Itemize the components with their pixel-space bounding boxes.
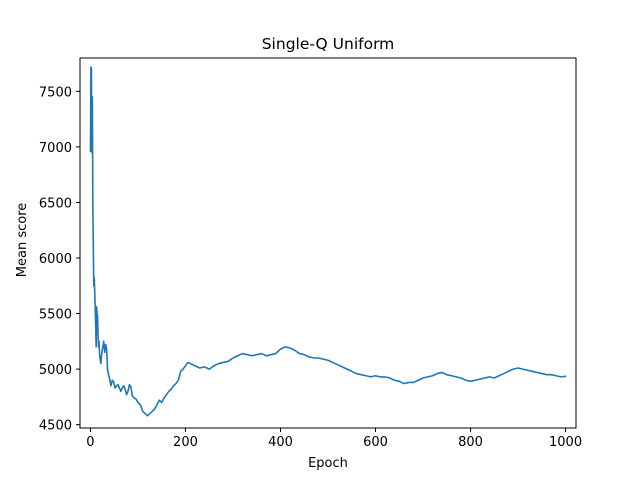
y-tick-label: 5500 <box>39 308 72 323</box>
chart-title: Single-Q Uniform <box>262 35 395 53</box>
x-tick-label: 600 <box>363 435 388 450</box>
y-tick-label: 5000 <box>39 363 72 378</box>
series-line <box>89 66 567 417</box>
y-axis: 4500 5000 5500 6000 6500 7000 7500 <box>39 85 80 434</box>
y-axis-label: Mean score <box>15 203 30 277</box>
y-tick-label: 7000 <box>39 141 72 156</box>
y-tick-label: 7500 <box>39 85 72 100</box>
x-tick-label: 800 <box>458 435 483 450</box>
plot-area-frame <box>79 57 577 429</box>
x-axis-label: Epoch <box>308 456 348 471</box>
y-tick-label: 6500 <box>39 196 72 211</box>
x-tick-label: 400 <box>268 435 293 450</box>
plot-line-layer <box>89 66 567 417</box>
x-tick-label: 200 <box>173 435 198 450</box>
x-axis: 0 200 400 600 800 1000 <box>86 428 582 450</box>
y-tick-label: 6000 <box>39 252 72 267</box>
y-tick-label: 4500 <box>39 419 72 434</box>
x-tick-label: 0 <box>86 435 94 450</box>
x-tick-label: 1000 <box>549 435 582 450</box>
